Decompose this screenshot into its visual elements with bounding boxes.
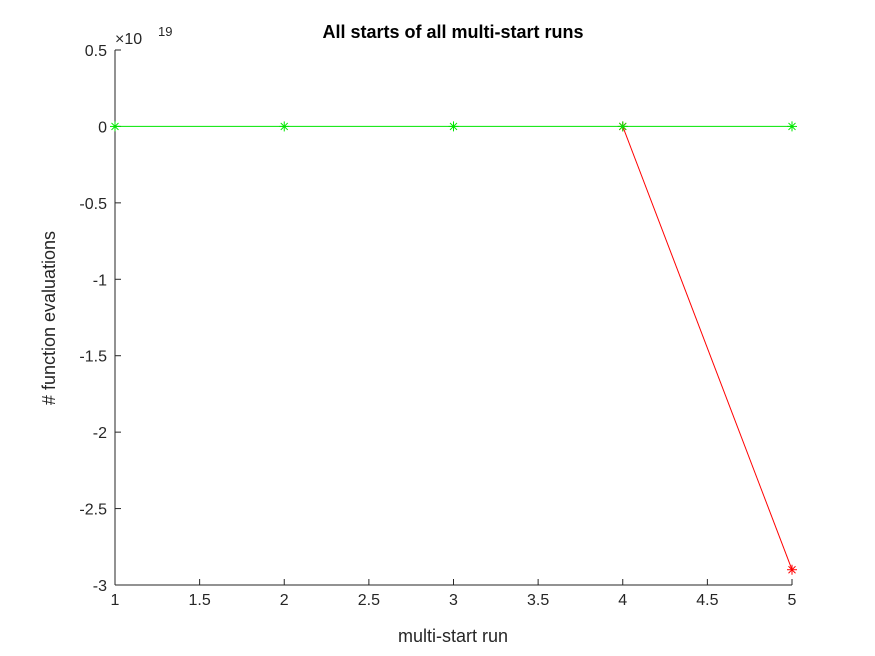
- series-1-point: [279, 121, 290, 132]
- y-tick-label: -2: [93, 425, 107, 442]
- x-ticks: 1 1.5 2 2.5 3 3.5 4 4.5 5: [111, 579, 797, 609]
- y-tick-label: -0.5: [79, 196, 107, 213]
- series-1-point: [617, 121, 628, 132]
- y-tick-label: -1: [93, 272, 107, 289]
- chart-title: All starts of all multi-start runs: [322, 22, 583, 42]
- y-tick-label: -1.5: [79, 349, 107, 366]
- series-0-line: [622, 126, 793, 570]
- x-tick-label: 5: [788, 592, 797, 609]
- x-tick-label: 2: [280, 592, 289, 609]
- series-1-point: [787, 121, 797, 132]
- x-tick-label: 4: [618, 592, 627, 609]
- y-axis-label: # function evaluations: [39, 231, 59, 405]
- y-multiplier-exponent: 19: [158, 24, 172, 39]
- x-tick-label: 3: [449, 592, 458, 609]
- y-tick-label: -2.5: [79, 502, 107, 519]
- x-tick-label: 4.5: [696, 592, 718, 609]
- plot-area: 1 1.5 2 2.5 3 3.5 4 4.5 5 0.5 0 -0.5 -1 -1.5 -2 -2.5 -3: [79, 43, 797, 609]
- x-tick-label: 1.5: [189, 592, 211, 609]
- x-axis-label: multi-start run: [398, 626, 508, 646]
- y-multiplier-base: ×10: [115, 31, 142, 48]
- y-tick-label: 0: [98, 119, 107, 136]
- series-1-point: [448, 121, 459, 132]
- series-layer: [110, 121, 797, 575]
- x-tick-label: 2.5: [358, 592, 380, 609]
- series-1-point: [110, 121, 120, 132]
- series-0-point: [787, 564, 797, 575]
- x-tick-label: 1: [111, 592, 120, 609]
- x-tick-label: 3.5: [527, 592, 549, 609]
- y-tick-label: -3: [93, 578, 107, 595]
- y-tick-label: 0.5: [85, 43, 107, 60]
